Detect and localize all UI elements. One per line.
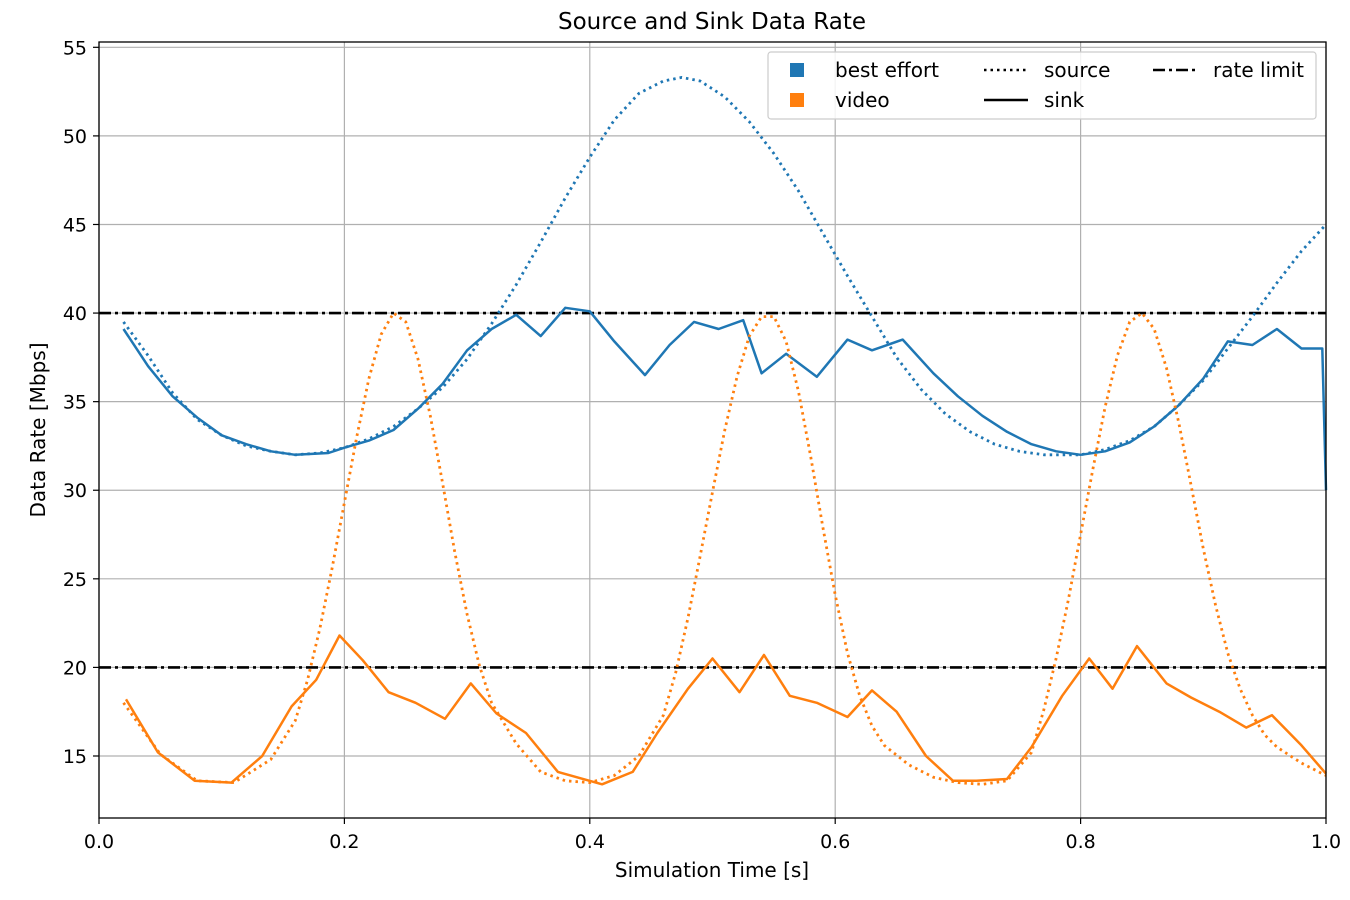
x-tick-label: 0.8	[1065, 831, 1095, 853]
y-tick-label: 35	[63, 392, 87, 414]
series-line-video-source	[122, 311, 1327, 786]
ticks: 0.0 0.2 0.4 0.6 0.8 1.0 15 20 25 30 35 40 45 50 55	[63, 37, 1341, 853]
y-tick-label: 40	[63, 303, 87, 325]
y-axis-title: Data Rate [Mbps]	[26, 343, 50, 518]
y-tick-label: 55	[63, 37, 87, 59]
x-tick-label: 0.4	[575, 831, 605, 853]
series-lines	[122, 76, 1328, 786]
y-tick-label: 25	[63, 569, 87, 591]
series-line-video-sink	[124, 634, 1327, 786]
y-tick-label: 30	[63, 480, 87, 502]
x-tick-label: 0.6	[820, 831, 850, 853]
legend-label: sink	[1044, 88, 1085, 112]
plot-frame	[98, 41, 1327, 819]
series-line-best-effort-sink	[122, 306, 1328, 491]
y-tick-label: 15	[63, 746, 87, 768]
rate-limit-lines	[99, 311, 1326, 669]
legend: best effort video source sink rate limit	[767, 51, 1317, 120]
series-line-best-effort-source	[122, 76, 1328, 457]
y-tick-label: 50	[63, 126, 87, 148]
legend-label: best effort	[835, 58, 939, 82]
y-tick-label: 45	[63, 214, 87, 236]
x-tick-label: 1.0	[1311, 831, 1341, 853]
x-tick-label: 0.0	[84, 831, 114, 853]
legend-label: rate limit	[1213, 58, 1304, 82]
x-tick-label: 0.2	[329, 831, 359, 853]
x-axis-title: Simulation Time [s]	[615, 858, 809, 882]
legend-label: source	[1044, 58, 1110, 82]
legend-label: video	[835, 88, 890, 112]
chart-title: Source and Sink Data Rate	[558, 9, 866, 35]
legend-swatch	[790, 93, 804, 107]
y-tick-label: 20	[63, 657, 87, 679]
legend-swatch	[790, 63, 804, 77]
